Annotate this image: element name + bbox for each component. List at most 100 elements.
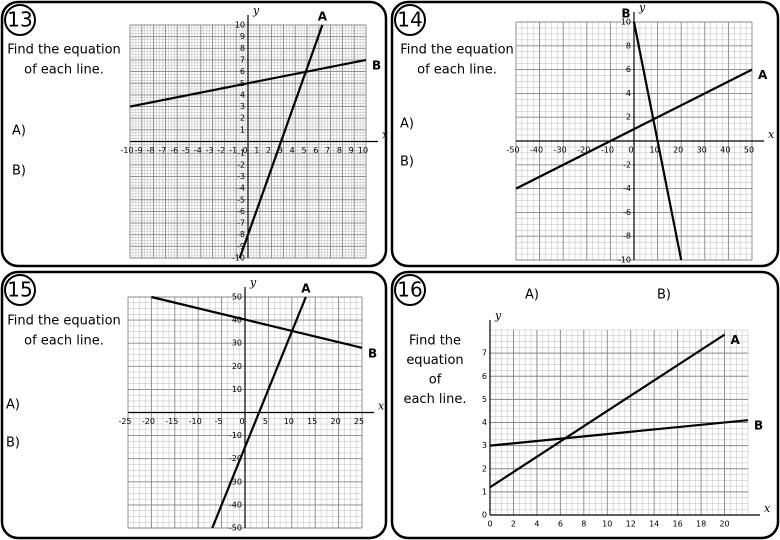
prompt-line: Find the equation bbox=[7, 314, 121, 329]
x-tick-label: -9 bbox=[135, 146, 143, 155]
y-tick-label: 4 bbox=[482, 418, 487, 427]
line-label: B bbox=[368, 346, 377, 360]
prompt-line: of bbox=[429, 373, 442, 388]
x-tick-label: 6 bbox=[313, 146, 318, 155]
x-tick-label: 10 bbox=[284, 417, 294, 426]
panel-frame bbox=[390, 0, 780, 268]
y-tick-label: 2 bbox=[240, 114, 245, 123]
x-axis-label: x bbox=[378, 400, 385, 413]
x-tick-label: 8 bbox=[337, 146, 342, 155]
y-tick-label: -9 bbox=[237, 242, 245, 251]
x-tick-label: 10 bbox=[358, 146, 368, 155]
y-axis-label: y bbox=[252, 4, 260, 17]
y-tick-label: 10 bbox=[235, 21, 245, 30]
answer-label: A) bbox=[12, 124, 26, 139]
prompt-line: Find the equation bbox=[7, 43, 121, 58]
number-badge bbox=[4, 274, 36, 306]
y-tick-label: -20 bbox=[229, 454, 242, 463]
y-tick-label: -4 bbox=[623, 184, 631, 193]
prompt-line: Find the bbox=[409, 334, 461, 349]
x-tick-label: 14 bbox=[649, 520, 659, 529]
answer-label: B) bbox=[657, 288, 671, 303]
x-tick-label: 3 bbox=[278, 146, 283, 155]
prompt-line: equation bbox=[406, 353, 463, 368]
x-tick-label: 20 bbox=[673, 146, 683, 155]
x-tick-label: 7 bbox=[325, 146, 330, 155]
y-tick-label: 1 bbox=[482, 487, 487, 496]
x-tick-label: 10 bbox=[602, 520, 612, 529]
y-axis-label: y bbox=[249, 276, 257, 289]
y-tick-label: 7 bbox=[240, 55, 245, 64]
x-tick-label: -3 bbox=[206, 146, 214, 155]
graph-line bbox=[489, 333, 726, 489]
x-tick-label: -1 bbox=[229, 146, 237, 155]
line-label: B bbox=[372, 58, 381, 72]
x-tick-label: 4 bbox=[534, 520, 539, 529]
x-tick-label: 1 bbox=[254, 146, 259, 155]
y-tick-label: -10 bbox=[229, 431, 242, 440]
y-tick-label: -5 bbox=[237, 195, 245, 204]
x-tick-label: -4 bbox=[194, 146, 202, 155]
question-number: 15 bbox=[7, 278, 32, 302]
x-tick-label: 0 bbox=[628, 146, 633, 155]
x-tick-label: 0 bbox=[487, 520, 492, 529]
x-axis-label: x bbox=[768, 128, 775, 141]
question-number: 13 bbox=[7, 8, 32, 32]
graph-line bbox=[515, 68, 753, 190]
y-tick-label: 30 bbox=[232, 339, 242, 348]
line-label: A bbox=[301, 282, 311, 296]
y-tick-label: -8 bbox=[237, 230, 245, 239]
line-label: A bbox=[731, 333, 741, 347]
y-tick-label: 1 bbox=[240, 125, 245, 134]
x-tick-label: -20 bbox=[142, 417, 155, 426]
x-tick-label: 15 bbox=[307, 417, 317, 426]
x-tick-label: -10 bbox=[601, 146, 614, 155]
y-tick-label: -2 bbox=[623, 160, 631, 169]
x-tick-label: 6 bbox=[558, 520, 563, 529]
prompt-line: Find the equation bbox=[400, 43, 514, 58]
x-tick-label: -20 bbox=[577, 146, 590, 155]
x-tick-label: -2 bbox=[217, 146, 225, 155]
x-tick-label: 16 bbox=[673, 520, 683, 529]
y-tick-label: -40 bbox=[229, 500, 242, 509]
x-tick-label: 5 bbox=[263, 417, 268, 426]
y-tick-label: -1 bbox=[237, 149, 245, 158]
x-tick-label: 20 bbox=[331, 417, 341, 426]
panel-frame bbox=[0, 270, 388, 540]
x-tick-label: 12 bbox=[626, 520, 636, 529]
answer-label: A) bbox=[400, 117, 414, 132]
x-tick-label: 2 bbox=[266, 146, 271, 155]
answer-label: A) bbox=[525, 288, 539, 303]
x-tick-label: 25 bbox=[354, 417, 364, 426]
graph-line bbox=[489, 419, 749, 447]
y-tick-label: 9 bbox=[240, 32, 245, 41]
x-tick-label: -30 bbox=[554, 146, 567, 155]
y-axis-label: y bbox=[494, 309, 502, 322]
x-tick-label: 50 bbox=[744, 146, 754, 155]
x-tick-label: -5 bbox=[182, 146, 190, 155]
graph-line bbox=[211, 296, 307, 529]
line-label: A bbox=[758, 68, 768, 82]
x-tick-label: 8 bbox=[581, 520, 586, 529]
answer-label: B) bbox=[6, 436, 20, 451]
y-tick-label: 6 bbox=[626, 65, 631, 74]
number-badge bbox=[4, 4, 36, 36]
y-tick-label: 2 bbox=[626, 113, 631, 122]
x-axis-label: x bbox=[764, 502, 771, 515]
prompt-line: each line. bbox=[403, 392, 466, 407]
number-badge bbox=[394, 4, 426, 36]
x-tick-label: -25 bbox=[118, 417, 131, 426]
y-tick-label: -10 bbox=[618, 256, 631, 265]
y-tick-label: 8 bbox=[240, 44, 245, 53]
graph-line bbox=[238, 24, 324, 259]
x-tick-label: -50 bbox=[506, 146, 519, 155]
y-tick-label: 6 bbox=[482, 372, 487, 381]
x-tick-label: -15 bbox=[165, 417, 178, 426]
answer-label: B) bbox=[400, 155, 414, 170]
y-tick-label: 50 bbox=[232, 293, 242, 302]
y-tick-label: -3 bbox=[237, 172, 245, 181]
y-tick-label: 2 bbox=[482, 464, 487, 473]
y-tick-label: -50 bbox=[229, 524, 242, 533]
y-tick-label: 20 bbox=[232, 362, 242, 371]
